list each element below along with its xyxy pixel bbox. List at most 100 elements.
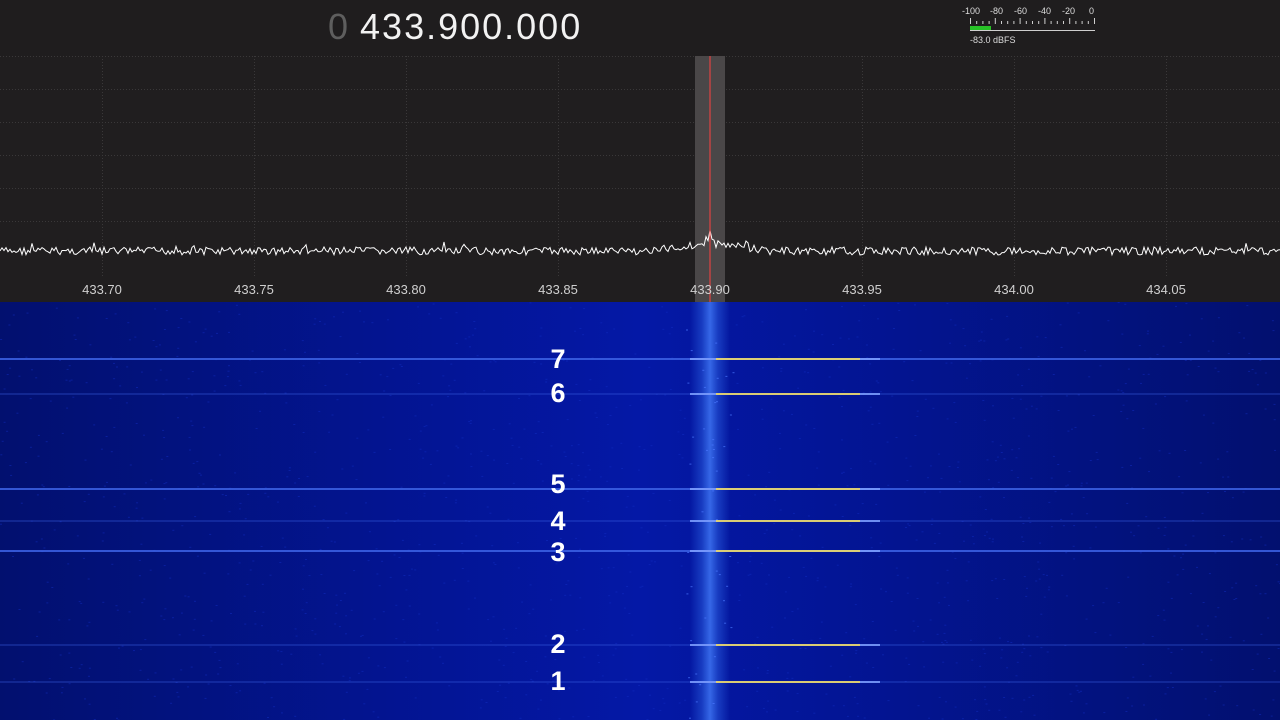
- center-frequency-display[interactable]: 0 433.900.000: [328, 6, 582, 48]
- waterfall-noise: [367, 560, 370, 562]
- waterfall-noise: [474, 328, 477, 330]
- waterfall-noise: [1021, 385, 1024, 387]
- waterfall-noise: [994, 460, 997, 462]
- waterfall-noise: [983, 340, 986, 342]
- waterfall-noise: [986, 531, 988, 533]
- waterfall-noise: [1167, 581, 1170, 583]
- waterfall-noise: [579, 597, 582, 599]
- waterfall-noise: [979, 496, 982, 498]
- waterfall-noise: [997, 481, 1000, 483]
- waterfall-noise: [1077, 312, 1080, 314]
- meter-readout: -83.0 dBFS: [970, 35, 1016, 45]
- waterfall-noise: [461, 437, 464, 439]
- waterfall-noise: [686, 593, 689, 595]
- waterfall-noise: [791, 413, 793, 415]
- waterfall-noise: [1251, 369, 1254, 370]
- waterfall-noise: [824, 586, 827, 588]
- waterfall-noise: [654, 561, 656, 563]
- frequency-axis-label: 433.75: [234, 282, 274, 297]
- fft-spectrum-plot[interactable]: 433.70 433.75 433.80 433.85 433.90 433.95 434.…: [0, 56, 1280, 302]
- waterfall-noise: [414, 569, 417, 571]
- waterfall-noise: [877, 382, 880, 384]
- waterfall-noise: [1148, 471, 1150, 473]
- waterfall-noise: [202, 483, 205, 485]
- waterfall-noise: [111, 563, 114, 565]
- waterfall-noise: [637, 469, 640, 471]
- waterfall-noise: [88, 703, 91, 705]
- waterfall-noise: [629, 571, 632, 573]
- waterfall-noise: [856, 336, 859, 338]
- frequency-value[interactable]: 433.900.000: [360, 6, 583, 47]
- waterfall-noise: [761, 321, 764, 323]
- waterfall-noise: [323, 323, 326, 325]
- waterfall-noise: [1021, 651, 1024, 653]
- waterfall-noise: [562, 359, 565, 361]
- waterfall-noise: [726, 585, 729, 587]
- waterfall-noise: [6, 374, 9, 375]
- waterfall-noise: [433, 544, 436, 545]
- waterfall-noise: [127, 516, 130, 518]
- waterfall-noise: [432, 303, 435, 305]
- waterfall-noise: [139, 669, 142, 671]
- waterfall-noise: [905, 657, 908, 659]
- waterfall-noise: [138, 559, 141, 561]
- waterfall-noise: [703, 386, 706, 388]
- waterfall-noise: [470, 466, 473, 468]
- waterfall-noise: [302, 365, 305, 367]
- waterfall-noise: [525, 661, 528, 662]
- waterfall-noise: [499, 684, 502, 686]
- waterfall-noise: [1023, 648, 1026, 650]
- waterfall-noise: [1092, 605, 1095, 607]
- waterfall-noise: [1070, 700, 1073, 702]
- waterfall-noise: [956, 466, 959, 468]
- waterfall-noise: [247, 493, 250, 495]
- waterfall-noise: [1208, 573, 1211, 575]
- waterfall-noise: [192, 462, 195, 464]
- waterfall-noise: [588, 390, 591, 391]
- waterfall-noise: [761, 408, 763, 410]
- waterfall-noise: [285, 402, 288, 404]
- waterfall-noise: [1046, 574, 1048, 576]
- waterfall-noise: [155, 346, 158, 348]
- waterfall-noise: [632, 505, 635, 507]
- waterfall-noise: [248, 359, 251, 361]
- waterfall-noise: [1109, 634, 1112, 636]
- waterfall-noise: [893, 328, 895, 329]
- waterfall-noise: [990, 518, 993, 520]
- waterfall-noise: [917, 625, 919, 627]
- waterfall-noise: [765, 486, 768, 488]
- waterfall-noise: [160, 458, 163, 460]
- waterfall-noise: [540, 327, 543, 329]
- waterfall-noise: [816, 577, 819, 579]
- waterfall-noise: [286, 476, 289, 478]
- waterfall-noise: [1163, 619, 1166, 621]
- waterfall-display[interactable]: 7 6 5 4 3 2 1: [0, 302, 1280, 720]
- waterfall-noise: [76, 317, 79, 319]
- waterfall-noise: [1016, 477, 1019, 479]
- waterfall-noise: [978, 340, 981, 342]
- waterfall-noise: [1010, 642, 1013, 643]
- waterfall-noise: [356, 437, 359, 439]
- waterfall-noise: [666, 688, 669, 690]
- waterfall-noise: [226, 376, 229, 378]
- waterfall-noise: [191, 425, 194, 427]
- waterfall-noise: [994, 578, 997, 580]
- waterfall-noise: [252, 560, 255, 562]
- waterfall-noise: [992, 538, 994, 540]
- waterfall-noise: [813, 428, 816, 429]
- frequency-prefix[interactable]: 0: [328, 6, 351, 47]
- waterfall-noise: [12, 556, 14, 557]
- waterfall-noise: [492, 616, 495, 618]
- waterfall-noise: [664, 394, 667, 396]
- waterfall-noise: [1214, 616, 1217, 618]
- waterfall-noise: [942, 643, 945, 645]
- waterfall-noise: [1018, 448, 1021, 450]
- waterfall-noise: [214, 485, 217, 487]
- waterfall-noise: [846, 485, 849, 487]
- waterfall-noise: [302, 588, 304, 590]
- waterfall-noise: [169, 577, 172, 579]
- waterfall-noise: [1251, 669, 1254, 670]
- spectrum-canvas[interactable]: 433.70 433.75 433.80 433.85 433.90 433.95 434.…: [0, 56, 1280, 302]
- waterfall-noise: [314, 618, 317, 620]
- waterfall-noise: [224, 385, 227, 387]
